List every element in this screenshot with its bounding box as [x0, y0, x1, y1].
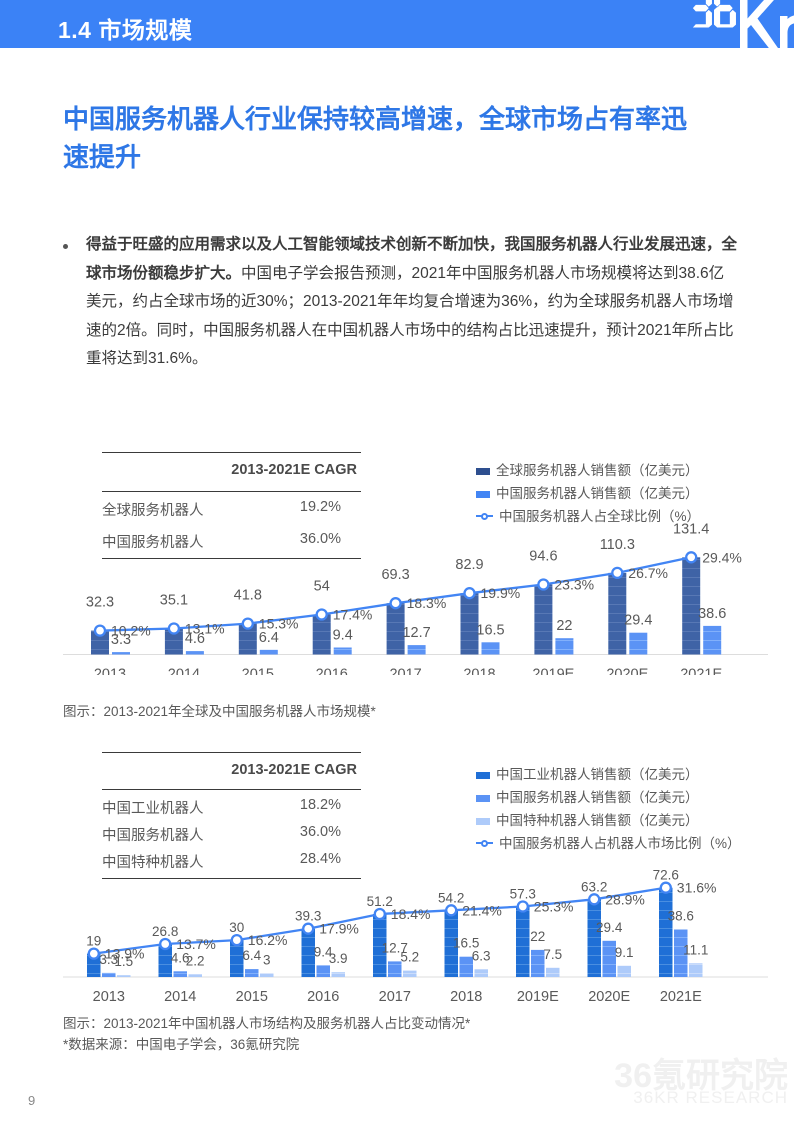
svg-text:82.9: 82.9 — [455, 557, 483, 573]
svg-text:17.4%: 17.4% — [333, 607, 373, 623]
svg-text:38.6: 38.6 — [698, 606, 726, 622]
svg-text:2013: 2013 — [93, 989, 125, 1005]
svg-text:2019E: 2019E — [532, 667, 574, 676]
svg-text:131.4: 131.4 — [673, 521, 709, 537]
svg-text:7.5: 7.5 — [543, 947, 562, 962]
svg-text:2016: 2016 — [307, 989, 339, 1005]
svg-text:110.3: 110.3 — [600, 537, 635, 553]
svg-text:23.3%: 23.3% — [554, 577, 594, 593]
svg-text:26.8: 26.8 — [152, 924, 178, 939]
svg-text:2021E: 2021E — [660, 989, 702, 1005]
svg-text:19.9%: 19.9% — [481, 585, 521, 601]
svg-text:38.6: 38.6 — [668, 909, 694, 924]
svg-text:9.4: 9.4 — [333, 628, 353, 644]
svg-text:94.6: 94.6 — [529, 549, 557, 565]
svg-text:6.4: 6.4 — [242, 948, 261, 963]
svg-text:2017: 2017 — [389, 667, 421, 676]
svg-text:5.2: 5.2 — [400, 950, 419, 965]
svg-text:9.1: 9.1 — [615, 945, 634, 960]
svg-text:2020E: 2020E — [588, 989, 630, 1005]
svg-text:2017: 2017 — [379, 989, 411, 1005]
svg-text:57.3: 57.3 — [510, 887, 536, 902]
svg-text:54: 54 — [314, 579, 330, 595]
svg-text:13.9%: 13.9% — [105, 946, 145, 962]
svg-text:51.2: 51.2 — [367, 894, 393, 909]
svg-text:2016: 2016 — [316, 667, 348, 676]
svg-text:21.4%: 21.4% — [462, 902, 502, 918]
svg-text:11.1: 11.1 — [683, 942, 708, 957]
svg-text:2015: 2015 — [236, 989, 268, 1005]
svg-text:2013: 2013 — [94, 667, 126, 676]
svg-text:2018: 2018 — [450, 989, 482, 1005]
svg-text:2020E: 2020E — [606, 667, 648, 676]
svg-text:17.9%: 17.9% — [319, 921, 359, 937]
svg-text:3.9: 3.9 — [329, 951, 348, 966]
svg-text:41.8: 41.8 — [234, 588, 262, 604]
svg-text:2014: 2014 — [164, 989, 196, 1005]
svg-text:2019E: 2019E — [517, 989, 559, 1005]
svg-text:35.1: 35.1 — [160, 593, 188, 609]
svg-text:2014: 2014 — [168, 667, 200, 676]
svg-text:63.2: 63.2 — [581, 879, 607, 894]
svg-text:72.6: 72.6 — [653, 868, 679, 883]
svg-text:2.2: 2.2 — [186, 953, 205, 968]
svg-text:13.1%: 13.1% — [185, 621, 225, 637]
svg-text:30: 30 — [229, 920, 244, 935]
svg-text:29.4%: 29.4% — [702, 549, 742, 565]
svg-text:18.3%: 18.3% — [407, 595, 447, 611]
svg-text:28.9%: 28.9% — [605, 891, 645, 907]
svg-text:10.2%: 10.2% — [111, 623, 151, 639]
svg-text:22: 22 — [530, 929, 545, 944]
svg-text:22: 22 — [556, 618, 572, 634]
svg-text:25.3%: 25.3% — [534, 899, 574, 915]
svg-text:13.7%: 13.7% — [176, 936, 216, 952]
svg-text:32.3: 32.3 — [86, 595, 114, 611]
svg-text:6.3: 6.3 — [472, 948, 491, 963]
svg-text:69.3: 69.3 — [381, 567, 409, 583]
svg-text:19: 19 — [86, 934, 101, 949]
svg-text:39.3: 39.3 — [295, 909, 321, 924]
svg-text:16.5: 16.5 — [476, 622, 504, 638]
svg-text:6.4: 6.4 — [259, 630, 279, 646]
svg-text:29.4: 29.4 — [624, 613, 652, 629]
svg-text:29.4: 29.4 — [596, 920, 623, 935]
svg-text:16.2%: 16.2% — [248, 932, 288, 948]
svg-text:54.2: 54.2 — [438, 890, 464, 905]
svg-text:2015: 2015 — [242, 667, 274, 676]
svg-text:15.3%: 15.3% — [259, 616, 299, 632]
svg-text:2018: 2018 — [463, 667, 495, 676]
svg-text:3: 3 — [263, 952, 271, 967]
svg-text:18.4%: 18.4% — [391, 906, 431, 922]
svg-text:12.7: 12.7 — [402, 625, 430, 641]
svg-text:2021E: 2021E — [680, 667, 722, 676]
svg-text:26.7%: 26.7% — [628, 565, 668, 581]
svg-text:31.6%: 31.6% — [677, 880, 717, 896]
